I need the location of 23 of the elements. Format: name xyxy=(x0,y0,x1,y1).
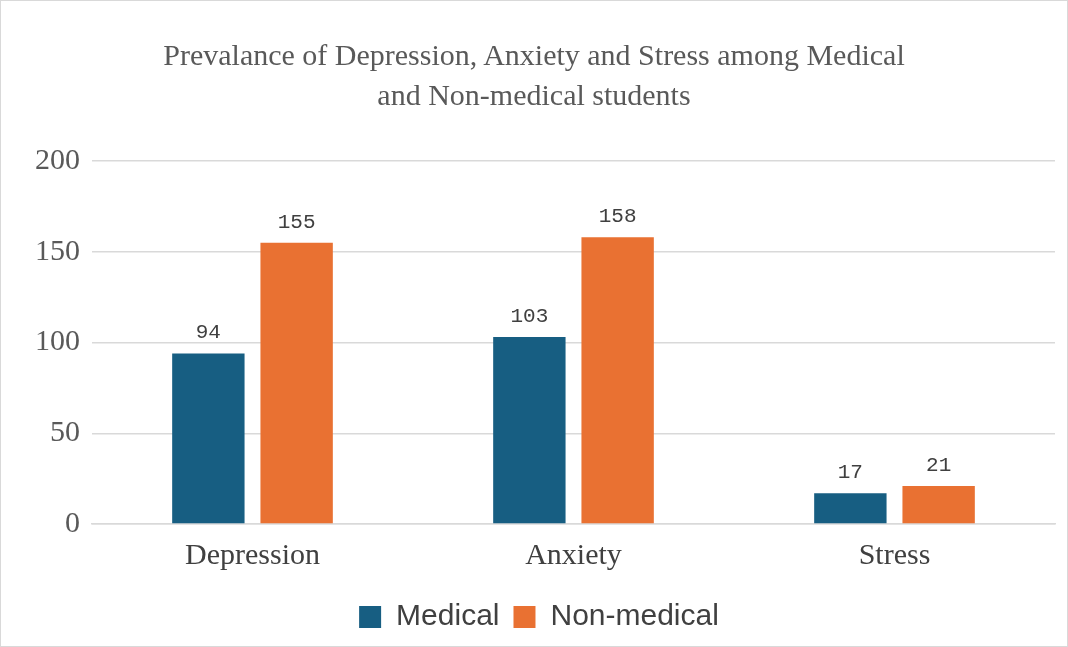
legend-label: Medical xyxy=(396,598,500,632)
data-label: 94 xyxy=(195,321,221,345)
y-tick-label: 100 xyxy=(35,323,80,357)
data-label: 103 xyxy=(510,305,549,329)
y-tick-label: 0 xyxy=(65,504,80,538)
x-tick-label: Anxiety xyxy=(525,536,622,570)
x-tick-label: Stress xyxy=(858,536,931,570)
legend-label: Non-medical xyxy=(550,598,719,632)
bar xyxy=(581,237,654,524)
bar xyxy=(493,337,566,524)
data-label: 21 xyxy=(926,453,952,477)
y-tick-label: 50 xyxy=(50,414,80,448)
x-tick-label: Depression xyxy=(185,536,320,570)
y-tick-label: 200 xyxy=(35,141,80,175)
data-label: 155 xyxy=(277,210,316,234)
bar xyxy=(902,485,975,524)
chart-title: Prevalance of Depression, Anxiety and Stress among Medical and Non-medical students xyxy=(162,37,906,113)
data-label: 17 xyxy=(837,461,863,485)
data-label: 158 xyxy=(598,205,637,229)
bar xyxy=(172,353,245,524)
bar xyxy=(260,242,333,524)
y-tick-label: 150 xyxy=(35,232,80,266)
bar xyxy=(814,493,887,524)
